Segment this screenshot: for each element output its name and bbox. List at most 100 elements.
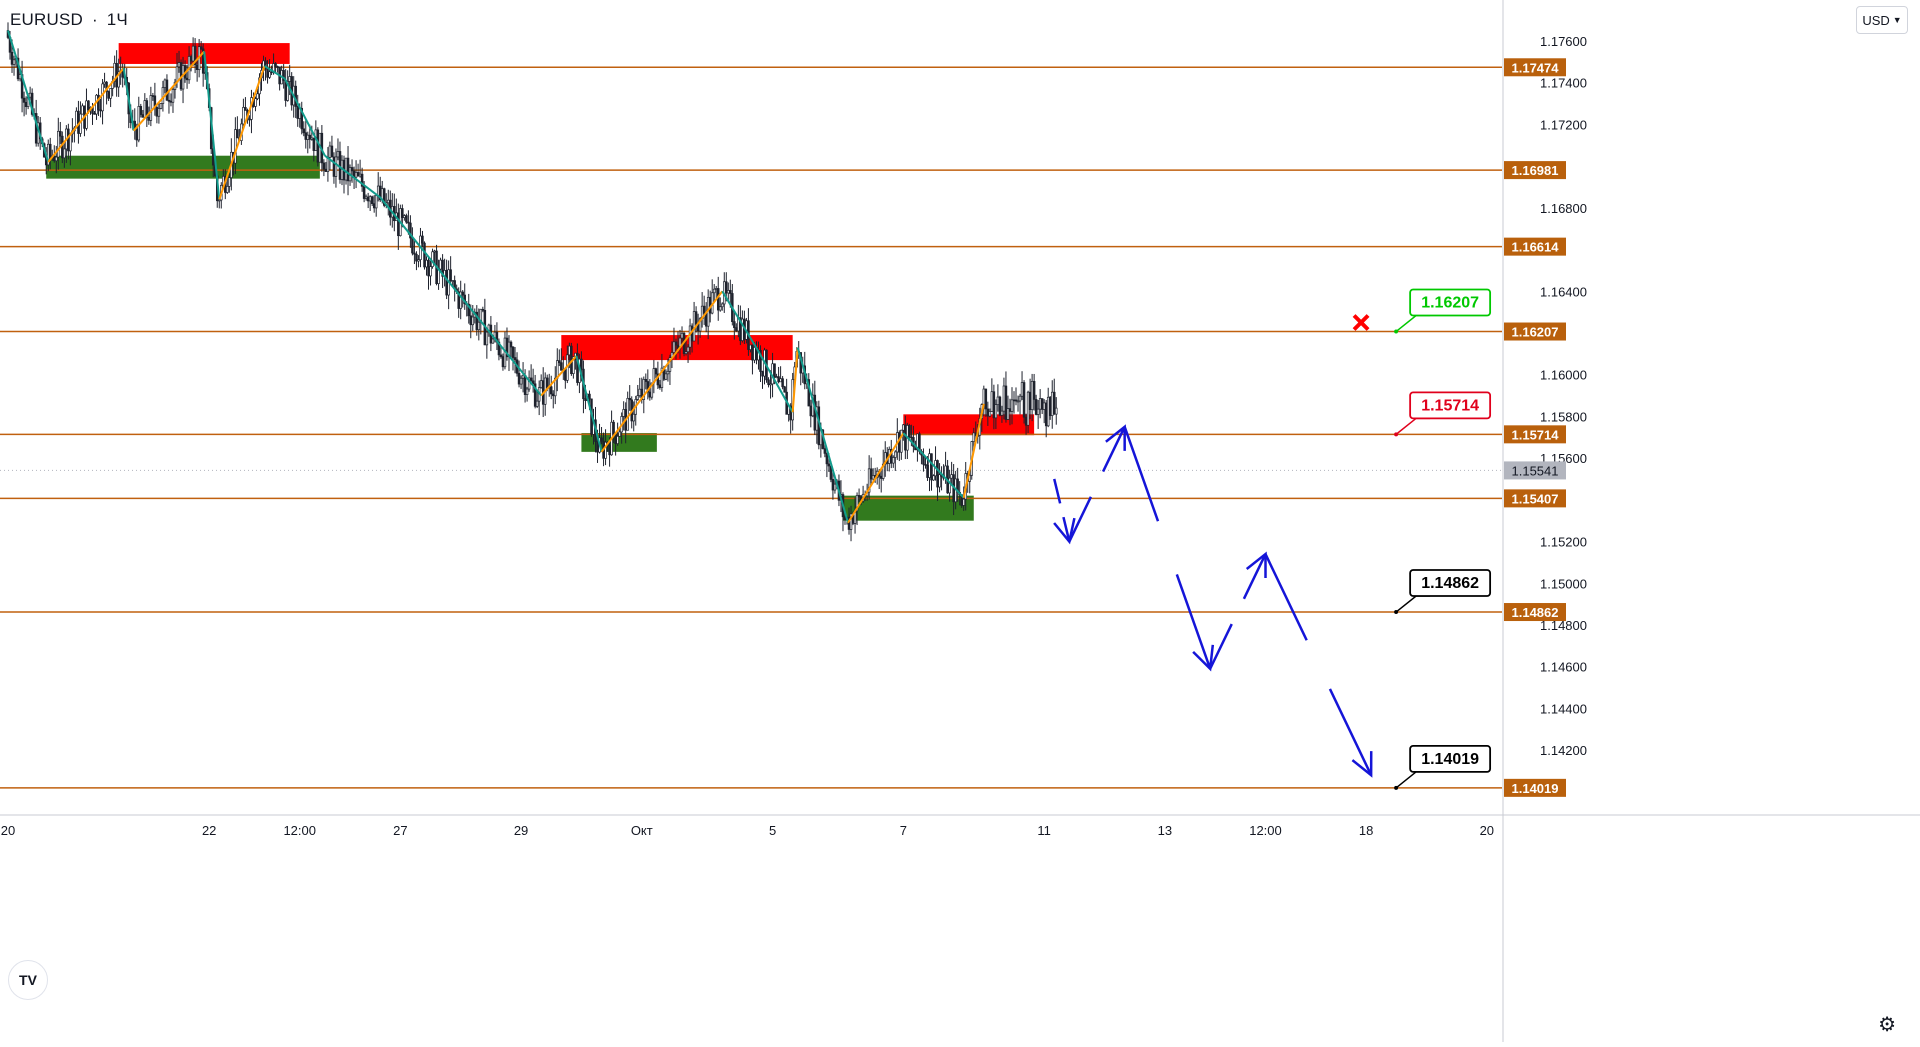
- target-callout-box[interactable]: [1409, 569, 1492, 597]
- candle-body: [525, 388, 529, 395]
- forecast-segment: [1062, 516, 1071, 542]
- candle-body: [57, 130, 60, 158]
- time-tick-label: 29: [514, 823, 528, 838]
- time-tick-label: 12:00: [283, 823, 316, 838]
- candle-body: [584, 398, 587, 401]
- time-tick-label: 20: [1, 823, 15, 838]
- candle-body: [330, 145, 334, 158]
- target-callout-pointer: [1395, 595, 1431, 613]
- candle-body: [809, 405, 813, 417]
- candle-body: [449, 269, 452, 282]
- candle-body: [469, 315, 473, 326]
- candle-body: [552, 393, 555, 397]
- candle-body: [376, 185, 380, 196]
- level-price-label-bg: [1504, 603, 1566, 622]
- candle-body: [61, 135, 64, 159]
- candle-body: [149, 95, 153, 121]
- currency-selector-button[interactable]: USD ▼: [1856, 6, 1908, 34]
- candle-body: [300, 107, 304, 130]
- candle-body: [481, 308, 485, 311]
- zigzag-down-segment: [379, 196, 542, 397]
- tradingview-logo-icon[interactable]: TV: [8, 960, 48, 1000]
- candle-body: [529, 377, 533, 382]
- candle-body: [167, 99, 171, 102]
- candle-body: [159, 103, 163, 109]
- candle-body: [103, 81, 106, 85]
- forecast-segment: [1209, 623, 1233, 670]
- interval-label[interactable]: 1Ч: [106, 10, 128, 29]
- candle-body: [890, 448, 893, 464]
- candle-body: [767, 379, 770, 385]
- zones-layer: [46, 43, 1035, 521]
- candle-body: [1055, 407, 1058, 415]
- candle-body: [1018, 395, 1022, 402]
- forecast-segment: [1053, 478, 1062, 504]
- candle-body: [1024, 416, 1028, 426]
- candle-body: [165, 79, 169, 101]
- zigzag-up-segment: [847, 432, 905, 524]
- price-axis[interactable]: 1.17600 1.17400 1.17200 1.16800 1.16400 1.160…: [1504, 34, 1587, 797]
- candle-body: [218, 199, 221, 202]
- candle-body: [401, 208, 404, 218]
- candle-body: [264, 60, 267, 70]
- candle-body: [310, 137, 314, 140]
- target-callout-box[interactable]: [1409, 744, 1492, 773]
- target-callout-box[interactable]: [1409, 391, 1492, 420]
- candle-body: [777, 376, 780, 383]
- target-callout-text: 1.15714: [1421, 397, 1479, 414]
- time-tick-label: Окт: [631, 823, 653, 838]
- candle-body: [49, 143, 52, 158]
- level-price-label-bg: [1504, 489, 1566, 508]
- price-tick-label: 1.15000: [1540, 576, 1587, 591]
- candle-body: [612, 421, 615, 435]
- candle-body: [117, 71, 120, 88]
- zigzag-up-segment: [218, 65, 266, 200]
- candle-body: [638, 388, 642, 396]
- zigzag-down-segment: [283, 78, 326, 157]
- candle-body: [10, 51, 14, 65]
- candle-body: [316, 129, 320, 163]
- time-axis[interactable]: 20 22 12:00 27 29 Окт 5 7 11 13 12:00 18 20: [1, 823, 1494, 838]
- level-price-label: 1.14862: [1512, 605, 1559, 620]
- candle-body: [107, 91, 110, 99]
- target-callout-box[interactable]: [1409, 288, 1492, 317]
- candle-body: [155, 107, 159, 117]
- zigzag-up-segment: [47, 67, 125, 163]
- candle-body: [423, 242, 426, 268]
- candle-body: [1050, 391, 1054, 416]
- gear-icon[interactable]: ⚙: [1878, 1014, 1896, 1036]
- candle-body: [1042, 402, 1046, 410]
- forecast-segment: [1175, 573, 1212, 670]
- candle-body: [672, 341, 676, 353]
- candle-body: [234, 129, 237, 164]
- candle-body: [364, 196, 368, 199]
- candle-body: [596, 441, 599, 453]
- candle-body: [195, 64, 199, 70]
- supply-zone: [903, 414, 1035, 436]
- candle-body: [924, 463, 927, 466]
- zigzag-down-segment: [796, 347, 849, 524]
- target-callout-text: 1.16207: [1421, 295, 1479, 312]
- candle-body: [1032, 380, 1036, 400]
- title-separator: ·: [91, 10, 98, 29]
- candle-body: [467, 303, 470, 317]
- candle-body: [417, 259, 420, 262]
- candle-body: [658, 384, 662, 388]
- candle-body: [97, 94, 100, 111]
- candle-body: [169, 100, 173, 103]
- candle-body: [328, 145, 332, 158]
- candle-body: [372, 203, 376, 209]
- candle-body: [936, 460, 939, 488]
- candle-body: [1052, 391, 1056, 415]
- candle-body: [1026, 391, 1030, 426]
- candle-body: [157, 108, 161, 117]
- candle-body: [827, 463, 831, 467]
- candle-body: [268, 71, 271, 78]
- candle-body: [759, 350, 762, 372]
- candle-body: [714, 288, 718, 290]
- candle-body: [588, 393, 591, 400]
- candle-body: [1008, 408, 1012, 412]
- candle-body: [716, 288, 720, 311]
- candle-body: [387, 199, 390, 204]
